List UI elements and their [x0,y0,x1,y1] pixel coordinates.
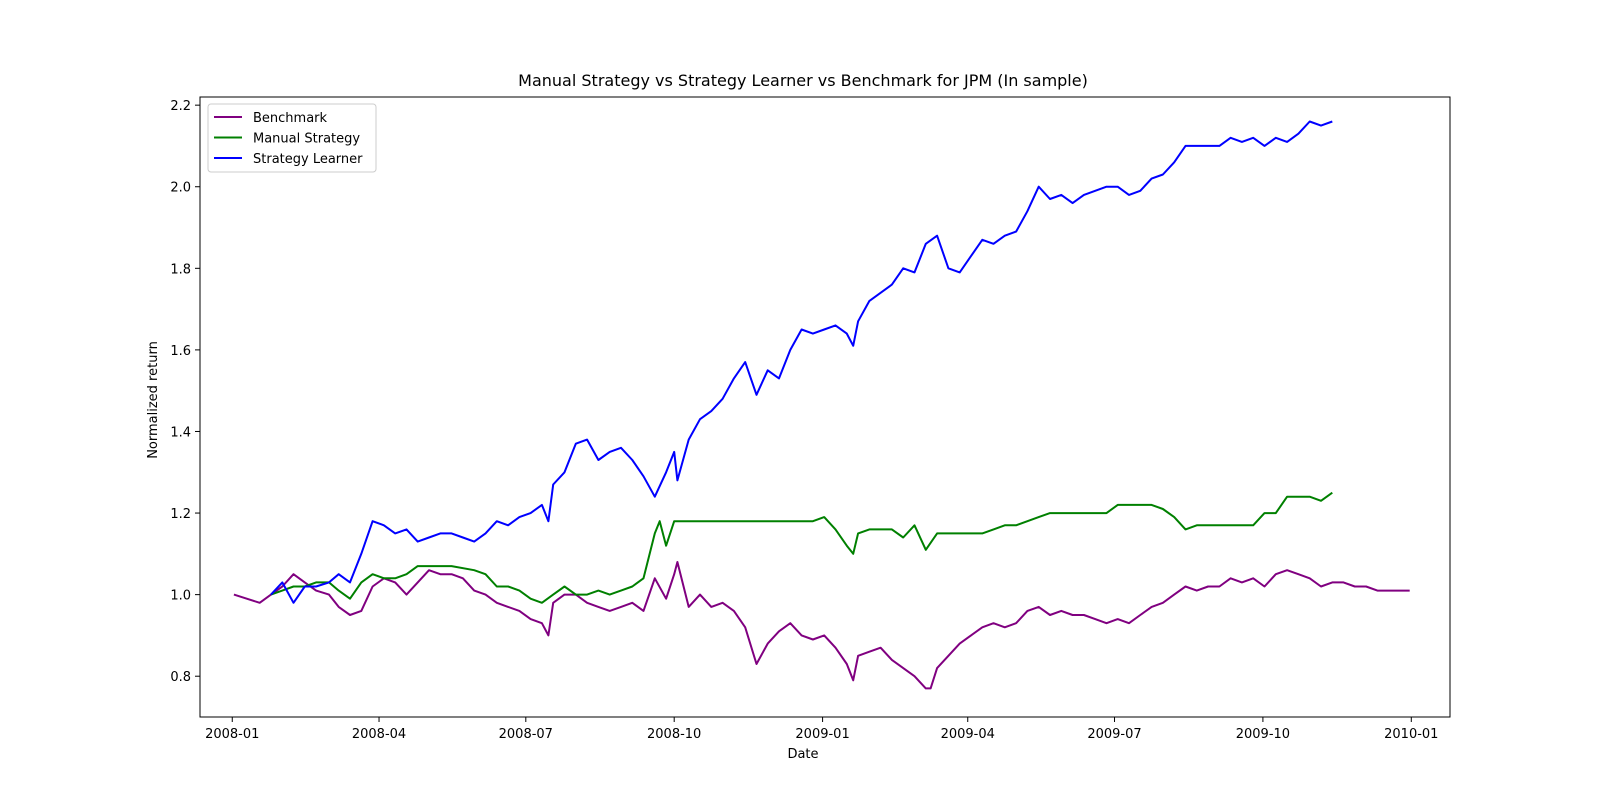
y-tick-label: 2.2 [170,99,191,114]
y-tick-label: 0.8 [170,670,191,685]
legend-label-benchmark: Benchmark [253,111,328,126]
plot-area-frame [199,96,1451,718]
legend: Benchmark Manual Strategy Strategy Learner [207,103,377,173]
legend-label-strategy-learner: Strategy Learner [253,152,363,167]
y-tick-label: 1.4 [170,425,191,440]
legend-label-manual-strategy: Manual Strategy [253,132,360,147]
y-tick-label: 2.0 [170,181,191,196]
x-axis-label: Date [787,747,818,762]
strategy-learner-line [270,120,1333,604]
x-tick-label: 2008-07 [499,727,553,742]
x-tick-label: 2008-04 [352,727,406,742]
manual-strategy-line [270,491,1333,604]
y-tick-label: 1.6 [170,344,191,359]
y-axis-ticks: 0.8 1.0 1.2 1.4 1.6 1.8 2.0 2.2 [170,99,200,685]
legend-box [207,103,377,173]
chart-title: Manual Strategy vs Strategy Learner vs B… [518,71,1088,90]
x-tick-label: 2010-01 [1384,727,1438,742]
y-tick-label: 1.0 [170,589,191,604]
x-tick-label: 2008-10 [647,727,701,742]
x-axis-ticks: 2008-01 2008-04 2008-07 2008-10 2009-01 2009-… [205,717,1438,742]
x-tick-label: 2009-07 [1087,727,1141,742]
benchmark-line [233,561,1410,690]
y-axis-label: Normalized return [146,341,161,459]
x-tick-label: 2009-04 [941,727,995,742]
plot-lines [233,120,1410,690]
y-tick-label: 1.8 [170,262,191,277]
x-tick-label: 2008-01 [205,727,259,742]
x-tick-label: 2009-10 [1236,727,1290,742]
y-tick-label: 1.2 [170,507,191,522]
x-tick-label: 2009-01 [795,727,849,742]
